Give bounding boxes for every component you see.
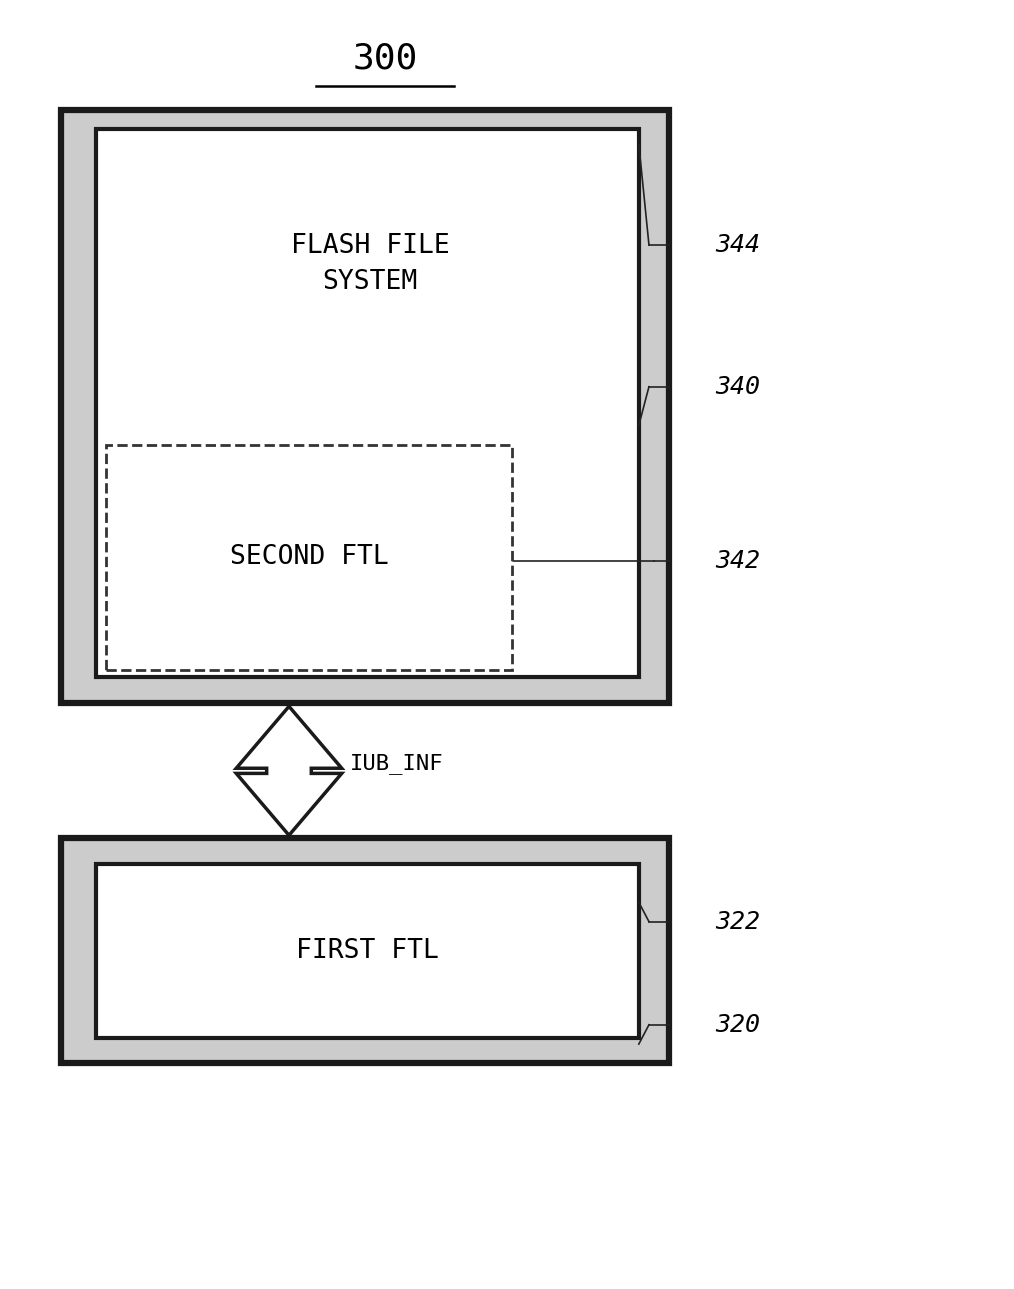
Bar xyxy=(106,445,512,670)
Bar xyxy=(61,838,669,1063)
Bar xyxy=(96,129,639,677)
Bar xyxy=(61,110,669,703)
Text: 322: 322 xyxy=(715,910,759,933)
Text: 320: 320 xyxy=(715,1013,759,1036)
Text: 344: 344 xyxy=(715,233,759,257)
Text: 342: 342 xyxy=(715,549,759,572)
Text: FLASH FILE
SYSTEM: FLASH FILE SYSTEM xyxy=(291,233,449,295)
Bar xyxy=(96,864,639,1038)
Polygon shape xyxy=(236,706,342,835)
Text: FIRST FTL: FIRST FTL xyxy=(296,937,439,964)
Text: 340: 340 xyxy=(715,375,759,398)
Text: IUB_INF: IUB_INF xyxy=(350,753,443,773)
Text: 300: 300 xyxy=(353,41,418,75)
Text: SECOND FTL: SECOND FTL xyxy=(230,544,388,571)
